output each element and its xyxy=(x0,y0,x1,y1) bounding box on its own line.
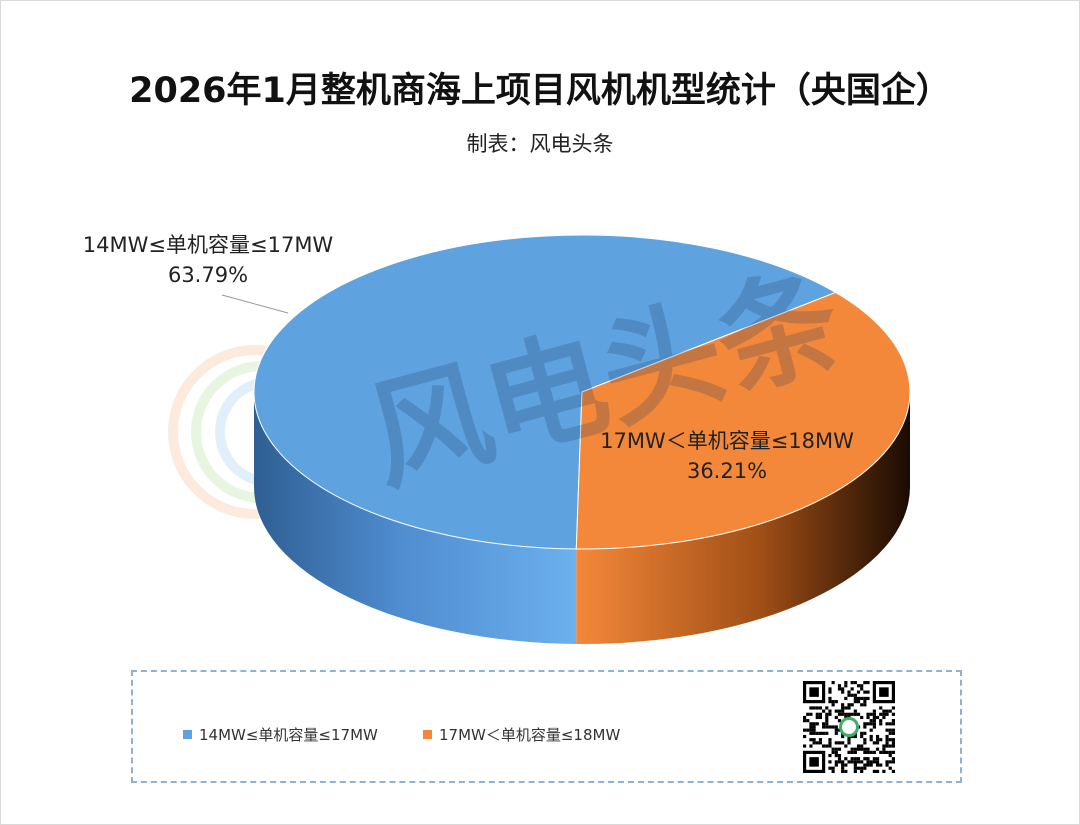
data-label-value: 36.21% xyxy=(687,459,767,483)
qr-code-icon xyxy=(803,681,895,773)
legend-swatch-icon xyxy=(423,730,432,739)
data-label-category: 17MW＜单机容量≤18MW xyxy=(600,429,854,453)
legend-swatch-icon xyxy=(183,730,192,739)
qr-logo-icon xyxy=(839,717,859,737)
chart-subtitle: 制表：风电头条 xyxy=(466,132,614,156)
pie-side-series-2 xyxy=(576,392,910,644)
pie-slice-series-1 xyxy=(253,234,837,550)
legend: 14MW≤单机容量≤17MW 17MW＜单机容量≤18MW xyxy=(131,670,962,783)
data-label-category: 14MW≤单机容量≤17MW xyxy=(83,233,334,257)
data-label-value: 63.79% xyxy=(168,263,248,287)
legend-item: 17MW＜单机容量≤18MW xyxy=(423,724,620,745)
legend-label: 17MW＜单机容量≤18MW xyxy=(439,726,621,744)
pie-side-series-1 xyxy=(254,392,577,644)
chart-title: 2026年1月整机商海上项目风机机型统计（央国企） xyxy=(129,71,951,111)
legend-item: 14MW≤单机容量≤17MW xyxy=(183,724,378,745)
legend-label: 14MW≤单机容量≤17MW xyxy=(199,726,378,744)
leader-line xyxy=(221,294,289,314)
pie-slice-series-2 xyxy=(575,291,911,550)
